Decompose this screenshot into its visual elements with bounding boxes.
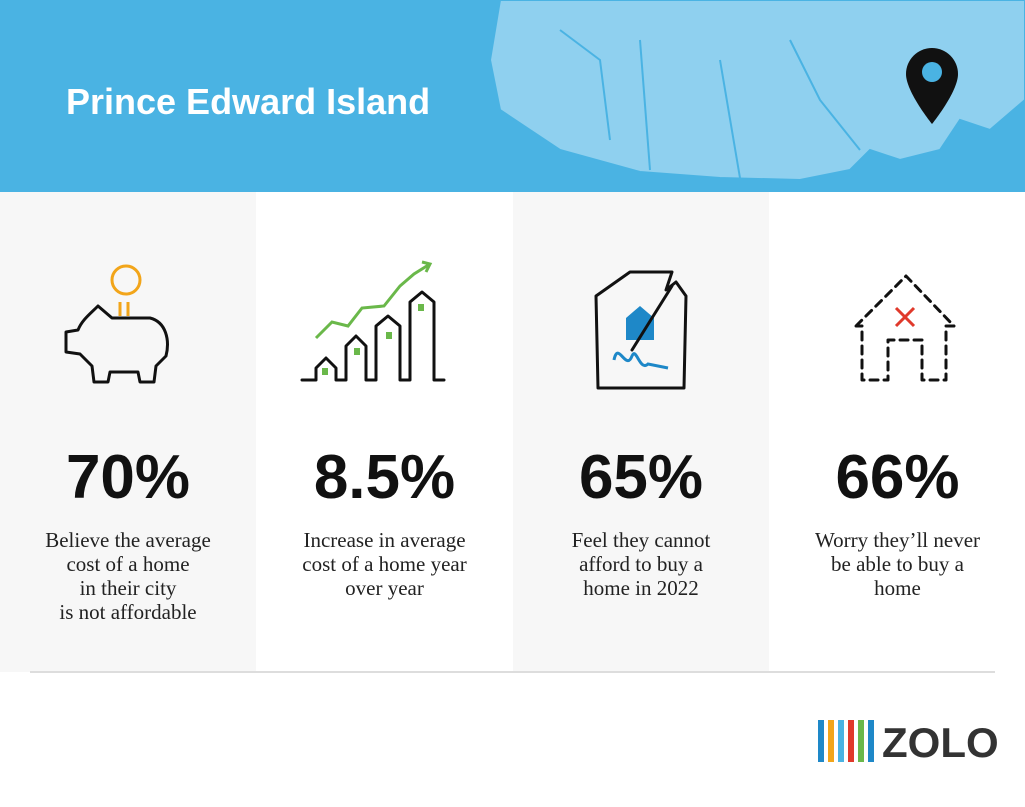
map xyxy=(488,0,1025,182)
logo-text: ZOLO xyxy=(882,719,999,766)
panel xyxy=(513,192,769,672)
growth-chart-icon xyxy=(300,260,446,382)
stat-value: 70% xyxy=(66,443,190,512)
contract-icon xyxy=(594,270,688,390)
stat-description: home xyxy=(874,576,921,600)
stat-description: cost of a home xyxy=(66,552,189,576)
piggy-bank-icon xyxy=(64,264,169,384)
stat-value: 65% xyxy=(579,443,703,512)
logo: ZOLO xyxy=(818,719,999,766)
stat-value: 66% xyxy=(835,443,959,512)
stat-description: is not affordable xyxy=(59,600,196,624)
title: Prince Edward Island xyxy=(66,81,430,122)
stat-description: Worry they’ll never xyxy=(815,528,980,552)
stat-description: afford to buy a xyxy=(579,552,704,576)
stat-description: Feel they cannot xyxy=(572,528,711,552)
no-house-icon xyxy=(854,274,956,382)
stat-value: 8.5% xyxy=(314,443,455,512)
location-pin xyxy=(906,48,958,124)
panel xyxy=(0,192,256,672)
stat-description: home in 2022 xyxy=(583,576,699,600)
stat-description: be able to buy a xyxy=(831,552,965,576)
stat-description: over year xyxy=(345,576,424,600)
stat-description: in their city xyxy=(80,576,177,600)
stat-description: Increase in average xyxy=(303,528,465,552)
stat-description: Believe the average xyxy=(45,528,211,552)
stat-description: cost of a home year xyxy=(302,552,466,576)
